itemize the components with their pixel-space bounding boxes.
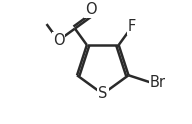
Text: Br: Br: [150, 75, 166, 90]
Text: O: O: [53, 33, 64, 48]
Text: F: F: [128, 19, 136, 34]
Text: S: S: [98, 86, 108, 101]
Text: O: O: [85, 2, 97, 17]
